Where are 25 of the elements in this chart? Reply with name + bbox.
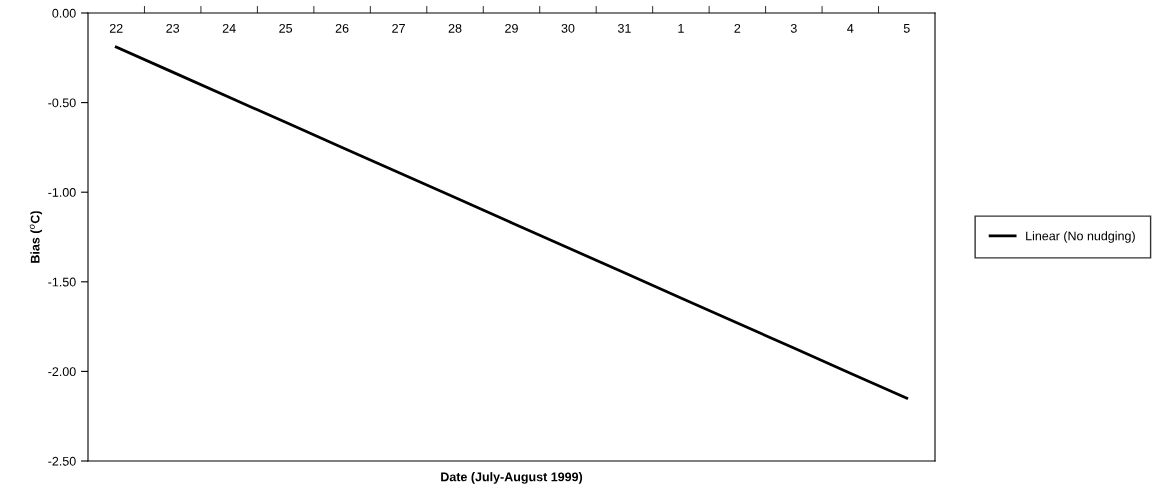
y-tick-label: -1.50 <box>48 277 76 287</box>
x-tick-label: 25 <box>279 23 293 33</box>
x-tick-label: 30 <box>561 23 575 33</box>
x-tick-label: 4 <box>847 24 854 33</box>
x-tick-label: 23 <box>166 23 180 33</box>
x-tick-label: 5 <box>903 24 910 33</box>
y-tick-label: 0.00 <box>52 8 76 18</box>
x-tick-label: 29 <box>505 23 518 33</box>
y-tick-label: -2.00 <box>48 367 76 377</box>
x-tick-label: 28 <box>448 23 462 33</box>
line-series <box>114 45 909 400</box>
legend-label: Linear (No nudging) <box>1026 231 1135 243</box>
x-tick-label: 31 <box>617 23 631 33</box>
x-tick-label: 22 <box>109 23 123 33</box>
y-tick-label: -0.50 <box>48 98 76 108</box>
y-tick-label: -1.00 <box>48 188 76 197</box>
x-tick-label: 26 <box>335 23 349 33</box>
x-axis-title: Date (July-August 1999) <box>441 472 583 484</box>
y-tick-label: -2.50 <box>48 456 76 466</box>
x-tick-label: 27 <box>392 23 405 33</box>
y-axis-title: Bias ($^{o}$C) <box>29 211 43 263</box>
x-tick-label: 2 <box>734 23 741 33</box>
x-tick-label: 3 <box>790 23 797 33</box>
x-tick-label: 24 <box>222 23 236 33</box>
x-tick-label: 1 <box>678 24 684 33</box>
